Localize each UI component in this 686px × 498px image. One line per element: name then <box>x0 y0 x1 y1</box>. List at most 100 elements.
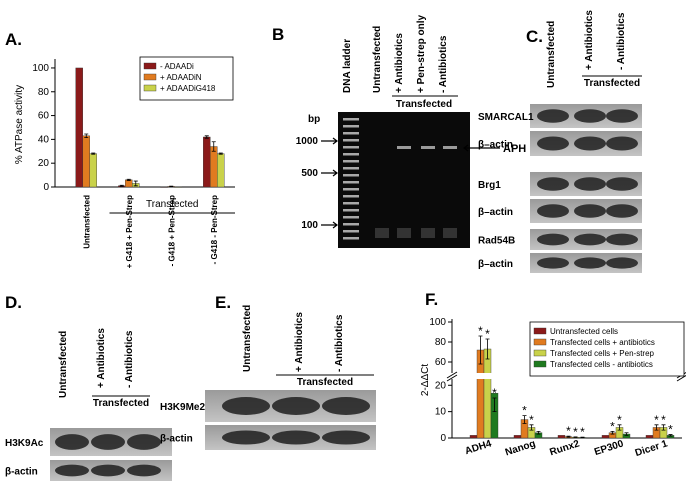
x-tick-label: - G418 - Pen-Strep <box>210 195 219 264</box>
marker-arrow <box>321 169 338 177</box>
y-tick-label: 60 <box>38 111 50 122</box>
gel-smear <box>421 228 435 238</box>
band-label: APH <box>503 143 526 155</box>
unit-label: bp <box>308 114 320 125</box>
y-tick-label: 80 <box>435 337 447 348</box>
group-label: Transfected <box>146 199 198 210</box>
error-bar <box>478 335 483 365</box>
ladder-band <box>343 174 359 177</box>
y-tick-label: 100 <box>32 63 49 74</box>
blot-band <box>606 204 638 218</box>
lane-label: + Antibiotics <box>394 33 405 93</box>
blot-band <box>272 430 320 445</box>
row-label: H3K9Me2 <box>160 402 205 413</box>
blot-band <box>222 397 270 415</box>
bar <box>217 153 225 188</box>
y-tick-label: 40 <box>38 134 50 145</box>
ladder-band <box>343 202 359 205</box>
bar <box>125 179 133 188</box>
panel-label: D. <box>5 293 22 312</box>
error-bar <box>624 432 629 436</box>
significance: * <box>485 327 490 341</box>
panel-label: F. <box>425 290 438 309</box>
lane-label: DNA ladder <box>342 39 353 93</box>
lane-label: - Antibiotics <box>334 314 345 372</box>
ladder-band <box>343 188 359 191</box>
ladder-band <box>343 209 359 212</box>
panel-label: C. <box>526 27 543 46</box>
legend-label: + ADAADiG418 <box>160 84 216 93</box>
error-bar <box>617 424 622 431</box>
bar <box>557 435 566 439</box>
blot-band <box>574 109 606 123</box>
x-tick-label: Nanog <box>504 438 537 458</box>
bar <box>469 435 478 439</box>
ladder-band <box>343 230 359 233</box>
y-axis-label: % ATPase activity <box>14 85 25 164</box>
marker-arrow <box>321 137 338 145</box>
size-marker: 500 <box>301 168 318 179</box>
significance: * <box>668 423 673 437</box>
y-tick-label: 60 <box>435 357 447 368</box>
ladder-band <box>343 160 359 163</box>
error-bar <box>211 141 216 152</box>
gel-smear <box>443 228 457 238</box>
blot-band <box>574 136 606 151</box>
ladder-band <box>343 223 359 226</box>
legend-label: Transfected cells + antibiotics <box>550 338 655 347</box>
y-tick-label: 10 <box>435 407 447 418</box>
gel-smear <box>397 228 411 238</box>
blot-band <box>127 434 161 450</box>
gel-smear <box>375 228 389 238</box>
error-bar <box>485 338 490 360</box>
legend-swatch <box>533 349 547 357</box>
significance: * <box>478 324 483 338</box>
legend-swatch <box>533 338 547 346</box>
error-bar <box>529 424 534 431</box>
blot-band <box>606 136 638 151</box>
error-bar <box>536 431 541 435</box>
y-tick-label: 0 <box>43 182 49 193</box>
y-tick-label: 0 <box>440 433 446 444</box>
ladder-band <box>343 146 359 149</box>
lane-label: Untransfected <box>242 305 253 372</box>
bar <box>82 135 90 188</box>
x-tick-label: EP300 <box>593 438 625 458</box>
significance: * <box>573 425 578 439</box>
bar <box>601 435 610 439</box>
error-bar <box>654 424 659 431</box>
error-bar <box>218 152 223 155</box>
ladder-band <box>343 153 359 156</box>
lane-label: + Antibiotics <box>96 328 107 388</box>
significance: * <box>661 413 666 427</box>
y-tick-label: 100 <box>429 317 446 328</box>
row-label: Brg1 <box>478 180 501 191</box>
blot-band <box>272 397 320 415</box>
bar <box>210 146 218 188</box>
significance: * <box>522 404 527 418</box>
lane-label: - Antibiotics <box>124 330 135 388</box>
legend-label: - ADAADi <box>160 62 194 71</box>
bar <box>483 348 492 439</box>
panel-label: B <box>272 25 284 44</box>
legend-swatch <box>143 73 157 81</box>
error-bar <box>133 180 138 187</box>
lane-label: + Pen-strep only <box>416 14 427 93</box>
blot-band <box>574 257 606 269</box>
bar <box>203 136 211 188</box>
lane-label: + Antibiotics <box>584 10 595 70</box>
blot-band <box>606 257 638 269</box>
error-bar <box>668 434 673 437</box>
row-label: Rad54B <box>478 236 515 247</box>
y-tick-label: 20 <box>38 158 50 169</box>
significance: * <box>580 425 585 439</box>
gel-image <box>338 112 470 248</box>
blot-band <box>574 233 606 246</box>
gel-band <box>397 146 411 149</box>
legend-box <box>529 321 685 377</box>
x-tick-label: Untransfected <box>82 195 91 249</box>
blot-band <box>606 233 638 246</box>
legend-swatch <box>533 327 547 335</box>
bar <box>75 67 83 188</box>
legend-label: Transfected cells + Pen-strep <box>550 349 655 358</box>
